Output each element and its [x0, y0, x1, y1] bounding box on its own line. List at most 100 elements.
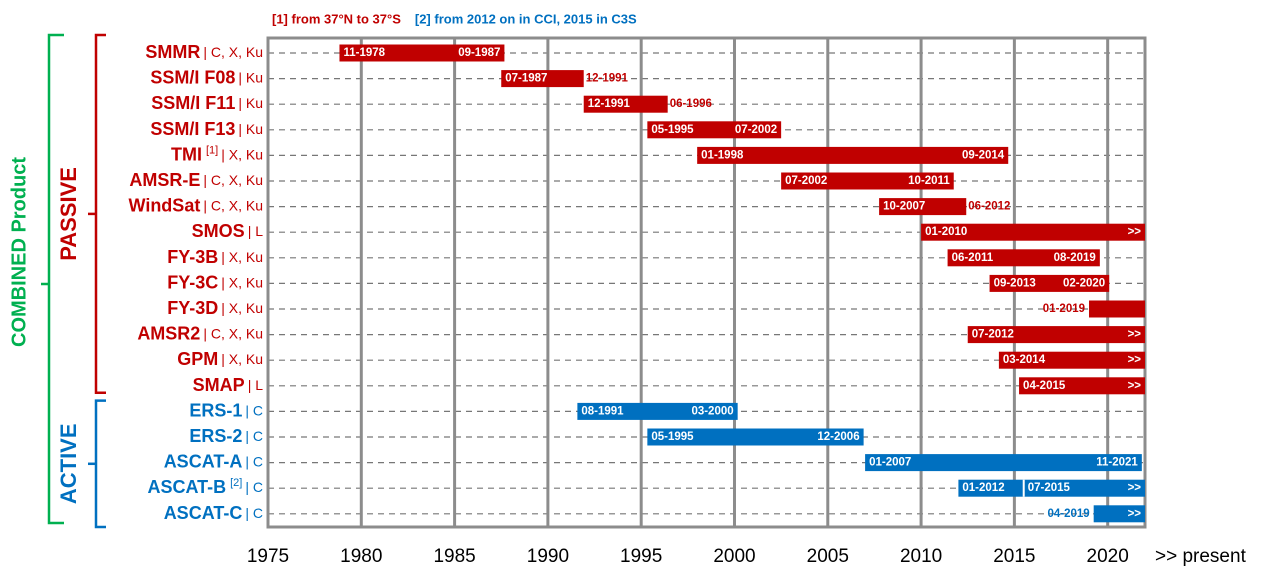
bar-label: >> [1128, 482, 1142, 494]
plot-border [266, 36, 1147, 529]
bar-label: 09-2013 [994, 277, 1036, 289]
sensor-bands: | L [248, 377, 264, 393]
bar [1019, 377, 1145, 395]
sensor-label: FY-3C | X, Ku [167, 272, 263, 292]
bar [989, 274, 1110, 292]
bar-label: >> [1128, 329, 1142, 341]
sensor-label: TMI [1] | X, Ku [171, 144, 263, 164]
bar [501, 70, 584, 88]
sensor-name: FY-3C [167, 272, 218, 292]
sensor-bands: | Ku [238, 121, 263, 137]
sensor-bands: | C, X, Ku [203, 325, 263, 341]
bar [947, 249, 1100, 267]
x-tick-label: 2015 [993, 546, 1035, 567]
x-tick-label: 1980 [340, 546, 382, 567]
sensor-bands: | C [245, 402, 263, 418]
sensor-bands: | X, Ku [221, 146, 263, 162]
sensor-label: AMSR-E | C, X, Ku [129, 170, 263, 190]
bar-label: 07-2002 [785, 175, 827, 187]
sensor-label: WindSat | C, X, Ku [128, 195, 263, 215]
sensor-name: ASCAT-A [164, 451, 243, 471]
bar-label: 07-1987 [505, 73, 547, 85]
sensor-note: [1] [206, 144, 218, 156]
sensor-bands: | C, X, Ku [203, 172, 263, 188]
group-bracket [94, 33, 106, 395]
bar-label: 01-1998 [701, 149, 744, 161]
sensor-bands: | Ku [238, 69, 263, 85]
sensor-name: WindSat [128, 195, 200, 215]
sensor-label: SSM/I F11 | Ku [151, 93, 263, 113]
sensor-name: ASCAT-C [164, 503, 243, 523]
combined-label: COMBINED Product [8, 157, 30, 347]
sensor-name: AMSR-E [129, 170, 200, 190]
bar-label: 08-1991 [581, 405, 624, 417]
bar [958, 479, 1145, 497]
bar [1093, 505, 1145, 523]
bar [697, 146, 1009, 164]
sensor-bands: | C [245, 453, 263, 469]
sensor-label: SMAP | L [193, 375, 264, 395]
bar-label: 12-1991 [588, 98, 631, 110]
sensor-name: SMAP [193, 375, 245, 395]
bar [921, 223, 1145, 241]
bar [647, 428, 864, 446]
sensor-name: ERS-1 [189, 400, 242, 420]
sensor-name: SSM/I F11 [151, 93, 235, 113]
bar [583, 95, 668, 113]
sensor-label: FY-3D | X, Ku [167, 298, 263, 318]
sensor-note: [2] [230, 477, 242, 489]
sensor-label: SMOS | L [192, 221, 264, 241]
bar-label: 09-2014 [962, 149, 1005, 161]
bar [879, 198, 967, 216]
sensor-bands: | C, X, Ku [203, 44, 263, 60]
sensor-bands: | C [245, 505, 263, 521]
bar-label: 07-2002 [735, 124, 777, 136]
bar-label: 01-2007 [869, 457, 911, 469]
bar [781, 172, 954, 190]
sensor-bands: | X, Ku [221, 274, 263, 290]
sensor-name: AMSR2 [137, 323, 200, 343]
sensor-bands: | Ku [238, 95, 263, 111]
bar-label: 11-2021 [1096, 457, 1138, 469]
sensor-label: ERS-2 | C [189, 426, 263, 446]
bar-label: >> [1128, 508, 1142, 520]
bar-label: 11-1978 [343, 47, 385, 59]
bar-label: 06-2011 [952, 252, 994, 264]
bar [577, 402, 738, 420]
sensor-name: SMMR [145, 42, 200, 62]
group-bracket [94, 399, 106, 529]
sensor-bands: | C [245, 428, 263, 444]
group-label: ACTIVE [56, 423, 81, 504]
bar-label: 10-2007 [883, 201, 925, 213]
sensor-label: ASCAT-A | C [164, 451, 263, 471]
bar [339, 44, 505, 62]
sensor-name: TMI [171, 144, 202, 164]
bar-label: 12-2006 [817, 431, 859, 443]
bar-label: 09-1987 [458, 47, 500, 59]
footnote: [1] from 37°N to 37°S [272, 11, 401, 26]
sensor-bands: | C [245, 479, 263, 495]
bar-label: 07-2015 [1028, 482, 1071, 494]
bar [1089, 300, 1145, 318]
sensor-bands: | X, Ku [221, 300, 263, 316]
sensor-name: FY-3D [167, 298, 218, 318]
sensor-bands: | C, X, Ku [203, 197, 263, 213]
sensor-label: FY-3B | X, Ku [167, 247, 263, 267]
bar-label: 06-2012 [968, 201, 1010, 213]
sensor-bands: | X, Ku [221, 351, 263, 367]
sensor-name: ERS-2 [189, 426, 242, 446]
bar-label: 06-1996 [670, 98, 712, 110]
sensor-label: ASCAT-B [2] | C [147, 477, 263, 497]
bar-label: 01-2012 [962, 482, 1004, 494]
x-tick-label: 2005 [807, 546, 849, 567]
group-label: PASSIVE [56, 167, 81, 261]
x-tick-label: 1975 [247, 546, 289, 567]
bar [998, 351, 1145, 369]
x-tick-label: 1995 [620, 546, 662, 567]
bar-label: 08-2019 [1054, 252, 1096, 264]
sensor-label: ERS-1 | C [189, 400, 263, 420]
bar-label: 10-2011 [908, 175, 950, 187]
footnote: [2] from 2012 on in CCI, 2015 in C3S [415, 11, 637, 26]
sensor-name: GPM [177, 349, 218, 369]
